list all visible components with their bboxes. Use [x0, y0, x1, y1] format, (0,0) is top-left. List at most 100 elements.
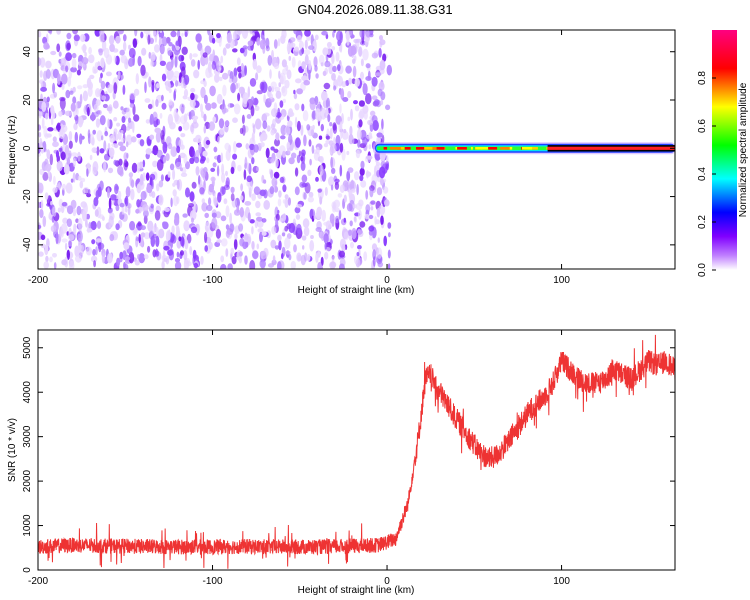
- spectrogram-noise-cell: [52, 82, 56, 94]
- spectrogram-noise-cell: [183, 89, 189, 98]
- spectrogram-noise-cell: [342, 97, 349, 102]
- spectrogram-noise-cell: [165, 153, 170, 162]
- spectrogram-noise-cell: [256, 90, 263, 95]
- spectrogram-noise-cell: [349, 199, 355, 212]
- spectrogram-noise-cell: [135, 73, 139, 85]
- spectrogram-noise-cell: [306, 254, 311, 262]
- spectrogram-noise-cell: [161, 134, 165, 145]
- spectrogram-noise-cell: [145, 119, 150, 124]
- spectrogram-noise-cell: [365, 76, 372, 81]
- spectrogram-noise-cell: [266, 125, 271, 132]
- spectrogram-noise-cell: [82, 43, 87, 54]
- spectrogram-noise-cell: [77, 233, 82, 241]
- spectrogram-noise-cell: [138, 233, 141, 244]
- spectrogram-noise-cell: [241, 114, 245, 125]
- spectrogram-noise-cell: [120, 129, 124, 135]
- spectrogram-noise-cell: [370, 110, 376, 117]
- spectrogram-noise-cell: [173, 108, 179, 120]
- spectrogram-noise-cell: [274, 157, 279, 168]
- spectrogram-noise-cell: [117, 190, 122, 200]
- spectrogram-noise-cell: [109, 212, 115, 221]
- spectrogram-noise-cell: [234, 233, 238, 240]
- spectrogram-noise-cell: [49, 153, 53, 166]
- spectrogram-noise-cell: [176, 179, 180, 190]
- spectrogram-noise-cell: [223, 184, 230, 191]
- spectrogram-noise-cell: [221, 163, 225, 175]
- spectrogram-noise-cell: [368, 214, 374, 220]
- spectrogram-noise-cell: [381, 134, 385, 144]
- spectrogram-noise-cell: [113, 117, 118, 122]
- spectrogram-noise-cell: [136, 133, 142, 138]
- spectrogram-noise-cell: [77, 151, 81, 162]
- spectrogram-noise-cell: [343, 194, 347, 203]
- spectrogram-noise-cell: [327, 114, 331, 123]
- spectrogram-noise-cell: [94, 209, 99, 217]
- spectrogram-noise-cell: [277, 234, 282, 242]
- snr-xtick-label: 0: [384, 576, 390, 587]
- spectrogram-noise-cell: [360, 160, 365, 169]
- snr-xtick-label: 100: [553, 576, 570, 587]
- spectrogram-noise-cell: [233, 103, 241, 115]
- spectrogram-noise-cell: [356, 128, 362, 140]
- spectrogram-noise-cell: [86, 193, 92, 198]
- spectrogram-noise-cell: [190, 59, 196, 67]
- spectrogram-noise-cell: [199, 158, 205, 164]
- spectrogram-noise-cell: [331, 46, 336, 51]
- spectrogram-noise-cell: [127, 57, 134, 67]
- spectrogram-noise-cell: [173, 195, 179, 207]
- spectrogram-noise-cell: [339, 103, 342, 114]
- spectrogram-noise-cell: [220, 215, 227, 222]
- spectrogram-noise-cell: [97, 242, 105, 250]
- spectrogram-noise-cell: [271, 108, 278, 118]
- spectrogram-noise-cell: [203, 94, 208, 105]
- spectrogram-noise-cell: [216, 93, 223, 105]
- spectrogram-noise-cell: [341, 81, 347, 88]
- spectrogram-noise-cell: [90, 221, 96, 226]
- spectrogram-noise-cell: [230, 166, 235, 175]
- spectrogram-noise-cell: [282, 68, 289, 75]
- spectrogram-noise-cell: [320, 123, 324, 132]
- spectrogram-noise-cell: [221, 238, 228, 247]
- spectrogram-noise-cell: [279, 75, 284, 85]
- spectrogram-noise-cell: [43, 261, 49, 269]
- spectrogram-noise-cell: [303, 226, 310, 237]
- spectrogram-noise-cell: [206, 204, 213, 212]
- spectrogram-noise-cell: [251, 96, 255, 104]
- spectrogram-noise-cell: [211, 60, 217, 70]
- spectrogram-ytick-label: 40: [22, 46, 33, 58]
- spectrogram-noise-cell: [88, 189, 91, 195]
- spectrogram-noise-cell: [388, 232, 391, 238]
- spectrogram-noise-cell: [161, 73, 167, 82]
- spectrogram-noise-cell: [190, 92, 195, 101]
- spectrogram-noise-cell: [109, 134, 116, 143]
- spectrogram-noise-cell: [371, 76, 378, 87]
- spectrogram-noise-cell: [376, 136, 381, 144]
- spectrogram-noise-cell: [211, 212, 217, 218]
- spectrogram-noise-cell: [139, 139, 145, 147]
- spectrogram-noise-cell: [372, 120, 379, 131]
- spectrogram-noise-cell: [127, 206, 131, 216]
- spectrogram-noise-cell: [358, 100, 365, 107]
- spectrogram-noise-cell: [51, 109, 56, 120]
- spectrogram-noise-cell: [161, 36, 168, 47]
- spectrogram-noise-cell: [225, 43, 231, 49]
- spectrogram-noise-cell: [107, 118, 110, 129]
- signal-band-peak: [457, 147, 467, 150]
- spectrogram-noise-cell: [218, 76, 223, 82]
- spectrogram-noise-cell: [183, 74, 190, 86]
- spectrogram-noise-cell: [122, 84, 126, 95]
- spectrogram-noise-cell: [220, 152, 224, 163]
- spectrogram-noise-cell: [216, 165, 220, 177]
- spectrogram-noise-cell: [351, 137, 355, 145]
- spectrogram-noise-cell: [247, 40, 254, 46]
- spectrogram-noise-cell: [288, 157, 295, 165]
- spectrogram-noise-cell: [145, 148, 152, 155]
- spectrogram-noise-cell: [90, 255, 98, 263]
- spectrogram-noise-cell: [357, 245, 362, 250]
- spectrogram-noise-cell: [204, 231, 208, 244]
- spectrogram-noise-cell: [155, 235, 160, 248]
- spectrogram-noise-cell: [367, 119, 374, 126]
- spectrogram-noise-cell: [66, 32, 72, 40]
- spectrogram-noise-cell: [215, 228, 221, 239]
